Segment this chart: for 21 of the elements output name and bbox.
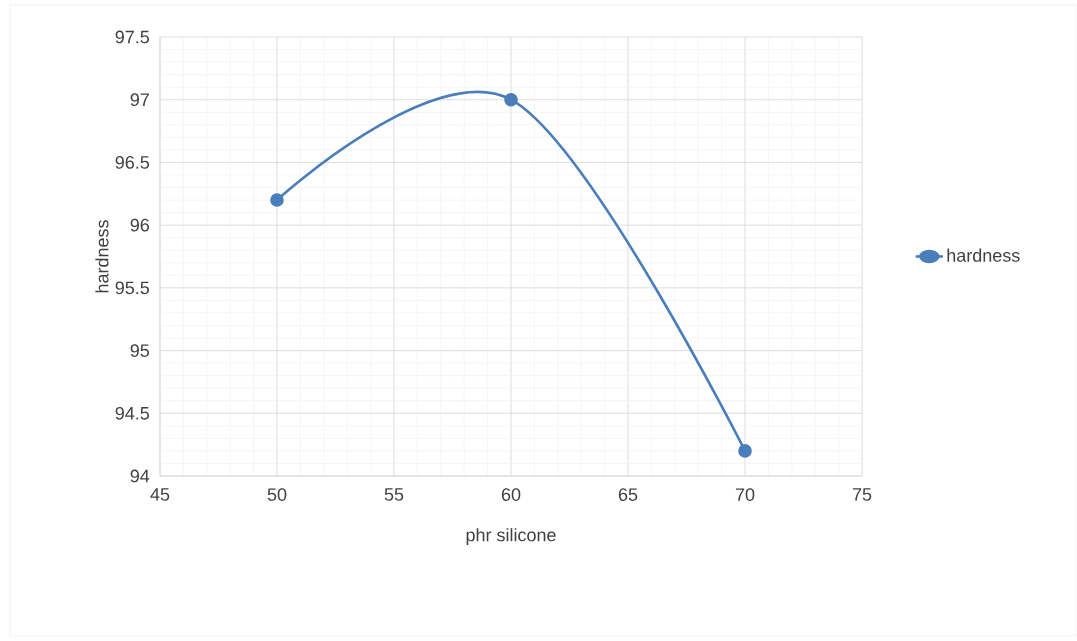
x-tick-label: 45: [150, 488, 170, 501]
point: [270, 193, 284, 207]
x-tick-label: 70: [735, 488, 755, 501]
y-tick-label: 94.5: [115, 406, 150, 420]
y-tick-label: 96.5: [115, 156, 150, 169]
y-tick-label: 97.5: [115, 30, 150, 44]
y-tick-label: 97: [130, 93, 149, 107]
y-tick-label: 94: [130, 469, 150, 483]
y-axis-title: hardness: [95, 220, 109, 293]
x-tick-label: 60: [501, 488, 521, 501]
x-tick-label: 65: [618, 488, 638, 501]
y-tick-label: 96: [130, 218, 150, 232]
legend-label: hardness: [947, 248, 1020, 262]
y-tick-label: 95.5: [115, 281, 150, 295]
point: [504, 92, 518, 107]
x-tick-label: 75: [852, 488, 872, 501]
point: [738, 444, 752, 458]
x-tick-label: 55: [384, 488, 404, 501]
x-tick-label: 50: [267, 488, 287, 501]
x-axis-title: phr silicone: [466, 528, 556, 545]
y-tick-label: 95: [130, 344, 150, 357]
